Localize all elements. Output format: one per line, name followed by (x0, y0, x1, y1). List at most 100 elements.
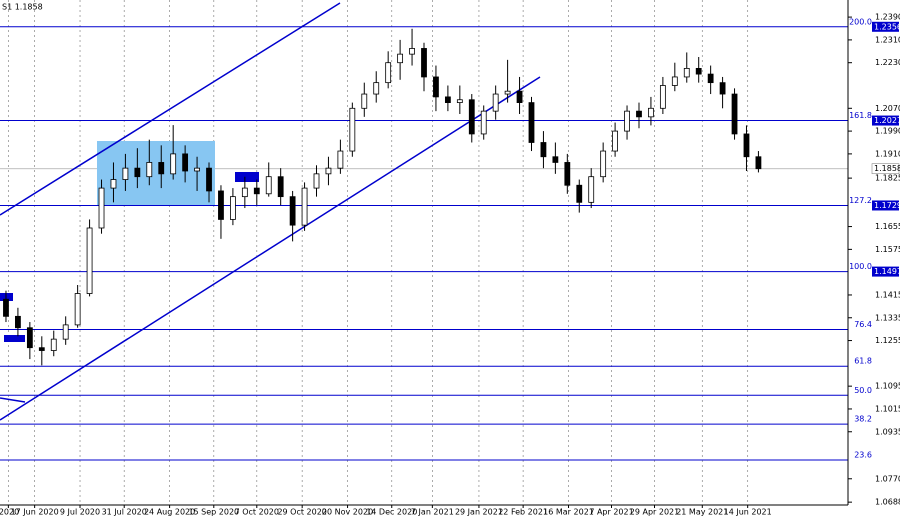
candle-body (361, 93, 368, 109)
candle-body (38, 347, 45, 351)
candle-body (719, 82, 726, 95)
candle-body (683, 67, 690, 78)
y-tick-label: 1.1575 (875, 245, 900, 254)
x-tick-label: 7 Jan 2021 (411, 508, 454, 517)
candle-body (409, 48, 415, 55)
level-label: 127.2 (849, 196, 872, 205)
y-tick-label: 1.2310 (875, 35, 900, 44)
candle-body (289, 196, 296, 226)
candle-body (385, 62, 392, 84)
candle-body (194, 167, 200, 172)
candle-body (86, 227, 93, 294)
candle-body (3, 298, 9, 317)
candle-body (636, 110, 642, 118)
x-tick-label: 9 Jul 2020 (60, 508, 100, 517)
current-price-label: 1.1858 (874, 164, 900, 173)
candle-body (134, 167, 141, 178)
candle-body (659, 85, 666, 109)
y-tick-label: 1.1990 (875, 127, 900, 136)
candles-layer (3, 28, 762, 366)
level-label: 200.0 (849, 17, 872, 26)
range-box (97, 141, 215, 205)
candle-body (564, 162, 571, 186)
level-label: 76.4 (854, 320, 872, 329)
candle-body (122, 167, 129, 180)
x-tick-label: 7 Apr 2021 (589, 508, 633, 517)
x-tick-label: 22 Feb 2021 (498, 508, 548, 517)
candle-body (612, 130, 618, 152)
channel-line (0, 76, 541, 421)
candle-body (218, 190, 224, 220)
x-tick-label: 29 Oct 2020 (277, 508, 326, 517)
candle-body (74, 293, 81, 326)
level-label: 50.0 (854, 386, 872, 395)
candle-body (277, 176, 284, 198)
candle-body (755, 156, 762, 170)
x-tick-label: 29 Apr 2021 (630, 508, 679, 517)
y-tick-label: 1.0688 (875, 498, 900, 507)
price-box-label: 1.1729 (874, 201, 900, 210)
candle-body (373, 82, 380, 95)
y-tick-label: 1.2230 (875, 58, 900, 67)
candle-body (349, 107, 356, 152)
candle-body (98, 187, 105, 229)
price-box-label: 1.2027 (874, 116, 900, 125)
x-tick-label: 14 Dec 2020 (366, 508, 417, 517)
candle-body (50, 338, 57, 351)
candle-body (588, 176, 595, 203)
candle-body (433, 76, 439, 98)
x-tick-label: 16 Mar 2021 (543, 508, 594, 517)
candle-body (241, 187, 248, 198)
y-tick-label: 1.0770 (875, 474, 900, 483)
y-tick-label: 1.1015 (875, 404, 900, 413)
x-tick-label: 31 Jul 2020 (102, 508, 147, 517)
x-tick-label: 2020 (0, 508, 19, 517)
candle-body (456, 99, 463, 103)
x-tick-label: 29 Jan 2021 (455, 508, 503, 517)
x-tick-label: 21 May 2021 (676, 508, 728, 517)
y-tick-label: 1.1255 (875, 336, 900, 345)
y-tick-label: 1.1335 (875, 313, 900, 322)
candle-body (576, 184, 583, 203)
current-price-box (871, 163, 900, 175)
channel-line (0, 2, 341, 216)
candle-body (504, 90, 511, 95)
y-tick-label: 1.1655 (875, 222, 900, 231)
candle-body (15, 315, 21, 329)
candle-body (313, 173, 320, 189)
level-label: 100.0 (849, 262, 872, 271)
candle-body (600, 150, 607, 178)
y-tick-label: 1.2390 (875, 13, 900, 22)
y-tick-label: 1.0935 (875, 427, 900, 436)
price-box (872, 200, 899, 211)
channel-line (0, 397, 26, 403)
candle-body (170, 153, 177, 175)
marker-box (235, 172, 259, 182)
level-label: 161.8 (849, 111, 872, 120)
candle-body (707, 73, 714, 84)
chart-title: S1 1.1858 (2, 3, 43, 12)
candle-body (230, 196, 236, 220)
candle-body (325, 167, 332, 175)
level-label: 61.8 (854, 357, 872, 366)
candle-body (444, 96, 451, 103)
candle-body (26, 327, 33, 349)
x-tick-label: 17 Jun 2020 (11, 508, 59, 517)
y-tick-label: 1.1910 (875, 149, 900, 158)
candle-body (540, 142, 547, 158)
candle-body (146, 162, 153, 178)
marker-box (4, 335, 25, 342)
candle-body (516, 90, 523, 103)
candle-body (552, 156, 559, 163)
candle-body (301, 187, 308, 226)
candle-body (480, 110, 487, 135)
y-tick-label: 1.1825 (875, 174, 900, 183)
candle-body (206, 167, 212, 192)
candle-body (695, 67, 702, 75)
candle-body (468, 99, 475, 135)
candle-body (337, 150, 344, 169)
candle-body (110, 179, 117, 189)
